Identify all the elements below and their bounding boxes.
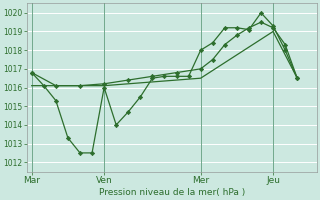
X-axis label: Pression niveau de la mer( hPa ): Pression niveau de la mer( hPa ) (99, 188, 245, 197)
